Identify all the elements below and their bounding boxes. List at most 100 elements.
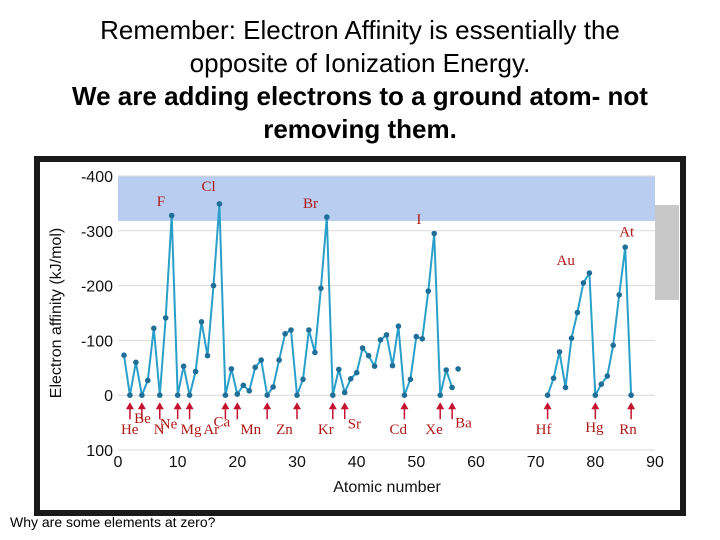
zero-element-label: Zn bbox=[276, 422, 293, 438]
peak-label: At bbox=[619, 224, 635, 240]
zero-arrow-head bbox=[185, 402, 194, 410]
data-point bbox=[425, 288, 432, 294]
title-line-2: opposite of Ionization Energy. bbox=[189, 48, 531, 78]
data-point bbox=[252, 364, 258, 371]
data-point bbox=[353, 369, 360, 376]
y-tick-label: 0 bbox=[104, 388, 113, 405]
data-point bbox=[270, 384, 276, 390]
data-point bbox=[234, 391, 241, 397]
data-point bbox=[145, 377, 151, 384]
zero-arrow-head bbox=[340, 402, 349, 410]
data-point bbox=[574, 309, 581, 316]
data-point bbox=[204, 352, 211, 359]
data-point bbox=[580, 280, 587, 286]
title-line-1: Remember: Electron Affinity is essential… bbox=[100, 15, 620, 45]
zero-element-label: Mg bbox=[181, 422, 202, 438]
data-point bbox=[628, 392, 634, 399]
zero-arrow-head bbox=[436, 402, 445, 410]
title-line-3: We are adding electrons to a ground atom… bbox=[72, 81, 648, 111]
y-tick-label: -200 bbox=[81, 279, 113, 296]
data-point bbox=[186, 392, 193, 399]
data-point bbox=[616, 292, 622, 298]
data-point bbox=[437, 392, 444, 399]
data-point bbox=[383, 332, 390, 338]
data-point bbox=[604, 373, 611, 379]
plot-area bbox=[118, 176, 655, 450]
data-point bbox=[455, 366, 461, 372]
x-tick-label: 40 bbox=[348, 454, 366, 471]
zero-element-label: Ba bbox=[455, 416, 472, 432]
y-tick-label: -400 bbox=[81, 169, 113, 186]
zero-element-label: N bbox=[154, 422, 165, 438]
data-point bbox=[157, 392, 163, 399]
data-point bbox=[586, 270, 593, 276]
zero-element-label: Hf bbox=[536, 422, 552, 438]
zero-arrow-head bbox=[591, 402, 600, 410]
data-point bbox=[395, 323, 402, 330]
data-point bbox=[336, 366, 342, 373]
data-point bbox=[610, 342, 616, 349]
data-point bbox=[330, 392, 336, 399]
peak-label: Au bbox=[557, 253, 576, 269]
data-point bbox=[431, 230, 438, 237]
data-point bbox=[246, 388, 253, 394]
data-point bbox=[592, 392, 599, 399]
data-point bbox=[449, 384, 455, 391]
data-point bbox=[371, 363, 378, 370]
data-point bbox=[121, 352, 127, 359]
data-point bbox=[168, 212, 175, 219]
data-point bbox=[401, 392, 408, 399]
data-point bbox=[347, 376, 354, 382]
zero-element-label: Mn bbox=[240, 422, 261, 438]
zero-element-label: Rn bbox=[619, 422, 637, 438]
slide-title: Remember: Electron Affinity is essential… bbox=[0, 14, 720, 146]
data-point bbox=[365, 352, 372, 359]
zero-arrow-head bbox=[263, 402, 272, 410]
zero-element-label: Cd bbox=[389, 422, 407, 438]
data-point bbox=[556, 349, 563, 355]
zero-element-label: Ne bbox=[160, 417, 178, 433]
data-point bbox=[151, 325, 157, 332]
y-axis-title: Electron affinity (kJ/mol) bbox=[48, 228, 65, 398]
data-point bbox=[192, 368, 199, 375]
zero-element-label: Ar bbox=[203, 422, 219, 438]
zero-arrow-head bbox=[627, 402, 636, 410]
y-tick-label: -300 bbox=[81, 224, 113, 241]
zero-arrow-head bbox=[448, 402, 457, 410]
data-point bbox=[568, 335, 575, 342]
zero-arrow-head bbox=[233, 402, 242, 410]
data-point bbox=[240, 382, 247, 389]
data-point bbox=[198, 319, 205, 325]
data-point bbox=[306, 327, 312, 333]
x-tick-label: 0 bbox=[114, 454, 123, 471]
data-point bbox=[133, 359, 139, 366]
data-point bbox=[180, 363, 187, 370]
data-point bbox=[222, 392, 229, 399]
peak-label: Cl bbox=[202, 179, 216, 195]
data-point bbox=[622, 244, 628, 250]
zero-element-label: Kr bbox=[318, 422, 334, 438]
data-point bbox=[324, 214, 330, 220]
data-point bbox=[127, 392, 133, 399]
series-line bbox=[123, 202, 454, 397]
data-point bbox=[389, 362, 396, 369]
zero-arrow-head bbox=[173, 402, 182, 410]
zero-element-label: Xe bbox=[425, 422, 443, 438]
data-point bbox=[282, 331, 288, 337]
data-point bbox=[562, 384, 569, 391]
data-point bbox=[377, 337, 384, 343]
data-point bbox=[288, 327, 294, 333]
zero-element-label: Ca bbox=[213, 415, 230, 431]
data-point bbox=[407, 376, 414, 383]
data-point bbox=[419, 336, 426, 342]
data-point bbox=[341, 389, 348, 396]
zero-element-label: Be bbox=[134, 411, 151, 427]
data-point bbox=[228, 366, 235, 372]
zero-element-label: Hg bbox=[585, 420, 604, 436]
x-tick-label: 90 bbox=[646, 454, 664, 471]
zero-arrow-head bbox=[543, 402, 552, 410]
zero-arrow-head bbox=[137, 402, 146, 410]
plot-top-band bbox=[118, 176, 655, 221]
data-point bbox=[312, 349, 318, 356]
